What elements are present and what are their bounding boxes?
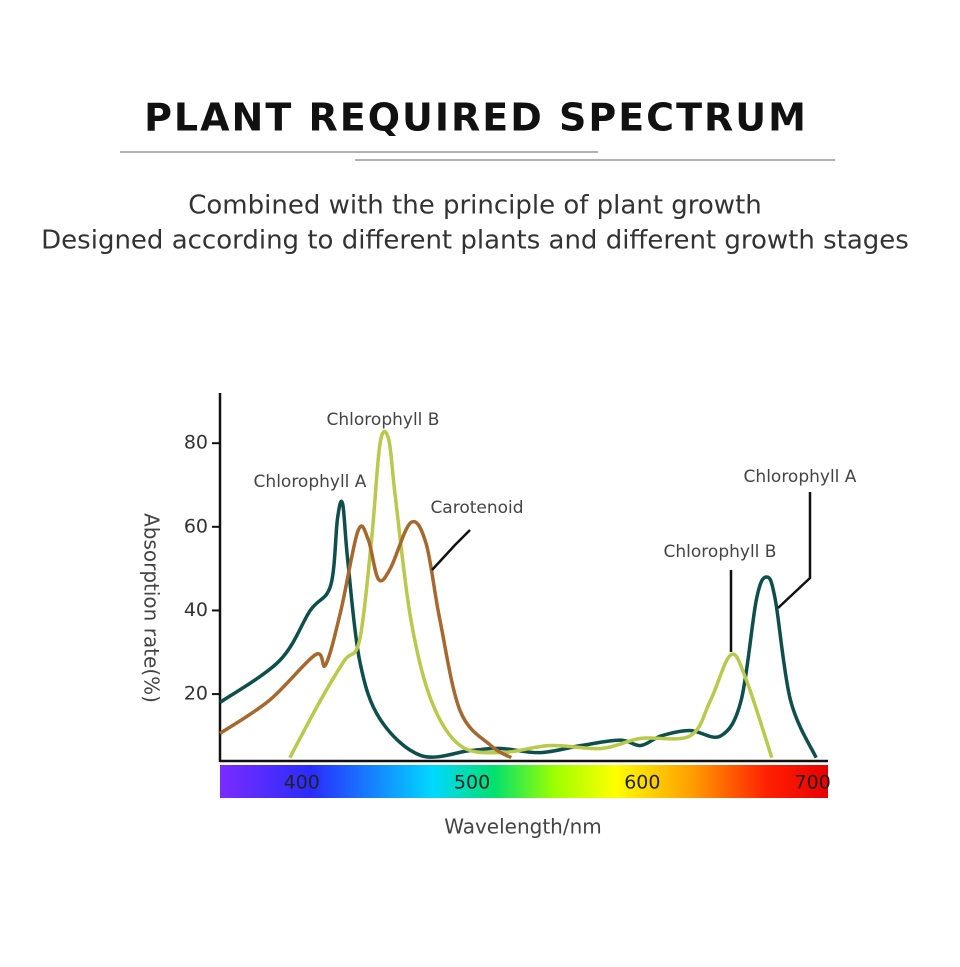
y-tick-label: 20 [184,683,208,705]
x-axis-label: Wavelength/nm [444,815,602,839]
spectrum-bar [220,765,828,798]
subtitle: Combined with the principle of plant gro… [188,191,762,221]
y-tick-label: 80 [184,432,208,454]
series-line [219,519,513,760]
x-tick-label: 700 [795,772,831,794]
annotation: Chlorophyll B [327,410,440,430]
title: PLANT REQUIRED SPECTRUM [144,96,808,140]
subtitle: Designed according to different plants a… [41,226,909,256]
annotation: Carotenoid [430,498,523,518]
x-tick-label: 400 [284,772,320,794]
y-tick-label: 40 [184,599,208,621]
y-axis-label: Absorption rate(%) [140,513,164,703]
leader-line [777,492,812,609]
x-tick-label: 500 [454,772,490,794]
annotation: Chlorophyll A [254,472,367,492]
series-line [288,429,774,759]
annotation: Chlorophyll B [664,542,777,562]
y-tick-label: 60 [184,515,208,537]
series-line [218,499,818,759]
leader-line [431,529,471,571]
x-tick-label: 600 [624,772,660,794]
annotation: Chlorophyll A [744,467,857,487]
